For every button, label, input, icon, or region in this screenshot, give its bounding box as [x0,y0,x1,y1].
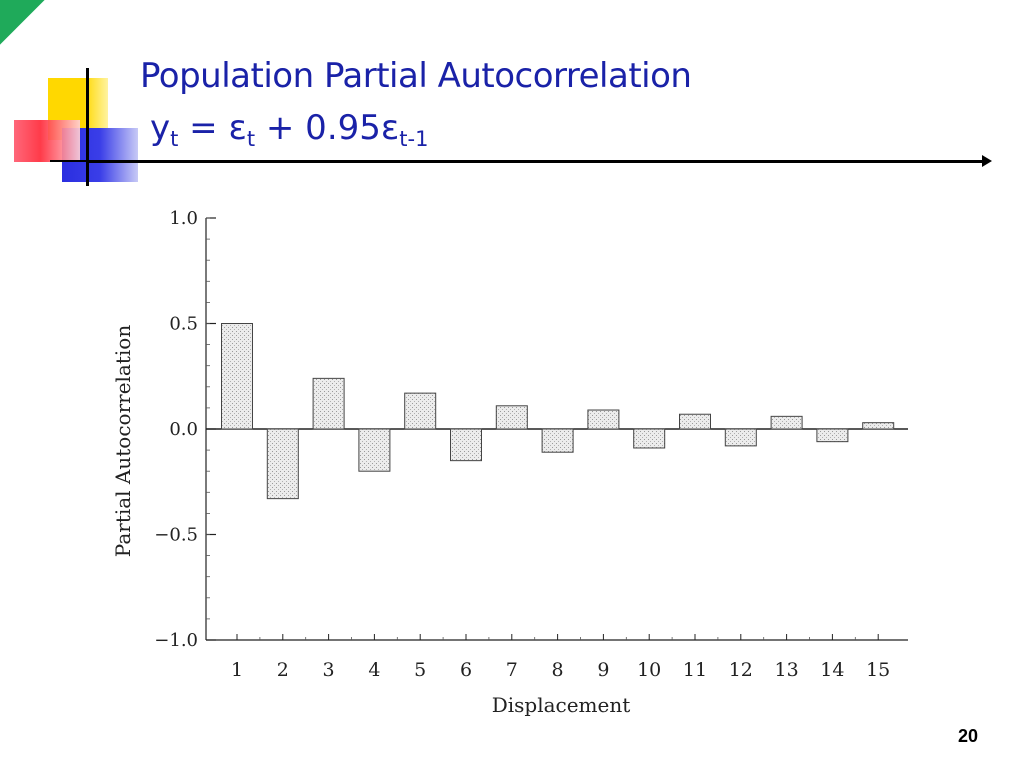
equation-y-subscript: t [170,127,179,151]
bar [358,428,391,472]
bar [724,428,757,447]
y-tick-label: 0.0 [169,419,198,440]
bar [541,428,574,453]
rule-arrow-icon [982,155,992,167]
x-axis-label: Displacement [492,693,631,717]
bar [450,428,482,462]
x-tick-label: 9 [597,659,609,681]
axis-labels: Displacement Partial Autocorrelation [111,325,630,717]
x-tick-label: 6 [460,659,472,681]
equation-y: y [150,108,171,148]
equation-epsilon-subscript: t [246,127,256,151]
slide-number: 20 [958,726,979,746]
x-tick-label: 15 [866,659,890,681]
bar [633,428,666,449]
bar [679,413,711,430]
x-tick-label: 8 [552,659,564,681]
equation-plus-coef-epsilon: + 0.95ε [255,108,400,148]
bar [816,428,849,443]
x-tick-label: 5 [414,659,426,681]
x-tick-label: 10 [637,659,661,681]
bar [587,409,620,430]
slide-equation: yt = εt + 0.95εt-1 [150,108,429,151]
x-tick-label: 3 [323,659,335,681]
bar [862,422,895,430]
bar [221,323,253,430]
bar [404,392,437,430]
x-axis: 1 2 3 4 5 6 7 8 9 10 11 12 13 14 15 [206,428,908,681]
x-tick-label: 12 [729,659,753,681]
y-tick-label: −1.0 [154,630,198,651]
bar [495,405,528,430]
bar [312,377,345,430]
pacf-bar-chart: 1.00.50.0−0.5−1.0 1 2 3 4 5 6 7 8 9 10 11 12 13 14 15 … [111,208,908,717]
bar [266,428,299,500]
slide-title: Population Partial Autocorrelation [140,56,692,96]
corner-triangle-decoration [0,0,47,47]
x-tick-label: 14 [820,659,844,681]
title-rule [88,160,988,163]
red-square-decoration [14,120,80,162]
y-tick-label: 1.0 [169,208,198,229]
decoration-vertical-line [86,68,89,186]
x-tick-label: 11 [683,659,707,681]
x-tick-label: 7 [506,659,518,681]
y-axis-label: Partial Autocorrelation [111,325,135,558]
y-tick-label: 0.5 [169,314,198,335]
x-tick-label: 4 [368,659,380,681]
x-tick-label: 13 [775,659,799,681]
x-tick-label: 2 [277,659,289,681]
bars [221,323,895,500]
equation-lag-subscript: t-1 [399,127,429,151]
equation-equals-epsilon: = ε [178,108,247,148]
x-tick-label: 1 [231,659,243,681]
y-axis: 1.0 0.5 0.0 −0.5 −1.0 [154,208,216,651]
y-tick-label: −0.5 [154,525,198,546]
bar [770,415,803,430]
